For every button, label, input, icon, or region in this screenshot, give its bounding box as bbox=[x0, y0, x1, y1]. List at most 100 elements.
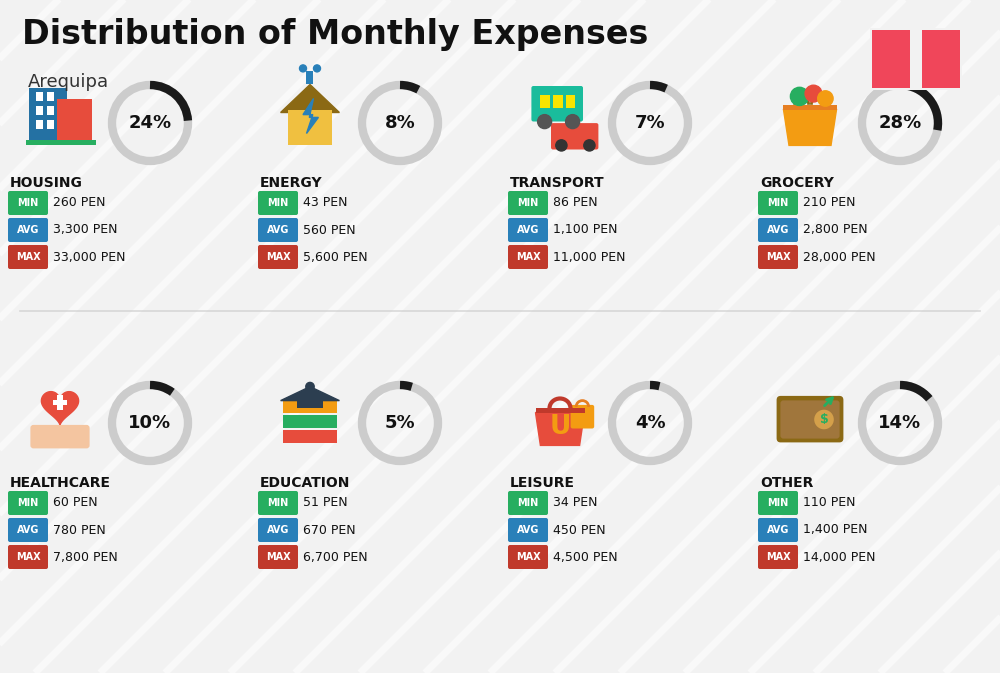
FancyBboxPatch shape bbox=[288, 110, 332, 145]
Text: AVG: AVG bbox=[267, 525, 289, 535]
FancyBboxPatch shape bbox=[783, 105, 837, 110]
FancyBboxPatch shape bbox=[29, 88, 67, 143]
FancyBboxPatch shape bbox=[258, 191, 298, 215]
Circle shape bbox=[300, 65, 306, 72]
FancyBboxPatch shape bbox=[508, 218, 548, 242]
Polygon shape bbox=[783, 109, 837, 145]
FancyBboxPatch shape bbox=[758, 218, 798, 242]
Text: OTHER: OTHER bbox=[760, 476, 813, 490]
FancyBboxPatch shape bbox=[283, 401, 337, 413]
FancyBboxPatch shape bbox=[297, 396, 323, 408]
Circle shape bbox=[805, 85, 822, 102]
Text: MIN: MIN bbox=[767, 198, 789, 208]
FancyBboxPatch shape bbox=[258, 545, 298, 569]
Text: 8%: 8% bbox=[385, 114, 415, 132]
Polygon shape bbox=[536, 413, 584, 446]
Text: ENERGY: ENERGY bbox=[260, 176, 323, 190]
Text: 14,000 PEN: 14,000 PEN bbox=[803, 551, 876, 563]
FancyBboxPatch shape bbox=[758, 245, 798, 269]
Text: 24%: 24% bbox=[128, 114, 172, 132]
Text: MIN: MIN bbox=[17, 498, 39, 508]
FancyBboxPatch shape bbox=[566, 95, 575, 108]
Text: 4,500 PEN: 4,500 PEN bbox=[553, 551, 618, 563]
Text: MAX: MAX bbox=[766, 252, 790, 262]
Text: MIN: MIN bbox=[267, 498, 289, 508]
Text: GROCERY: GROCERY bbox=[760, 176, 834, 190]
FancyBboxPatch shape bbox=[36, 92, 43, 100]
Text: 560 PEN: 560 PEN bbox=[303, 223, 356, 236]
Text: 2,800 PEN: 2,800 PEN bbox=[803, 223, 868, 236]
FancyBboxPatch shape bbox=[508, 491, 548, 515]
FancyBboxPatch shape bbox=[47, 120, 54, 129]
Circle shape bbox=[556, 140, 567, 151]
FancyBboxPatch shape bbox=[780, 400, 840, 439]
Text: 670 PEN: 670 PEN bbox=[303, 524, 356, 536]
FancyBboxPatch shape bbox=[47, 92, 54, 100]
Text: 3,300 PEN: 3,300 PEN bbox=[53, 223, 118, 236]
FancyBboxPatch shape bbox=[258, 518, 298, 542]
FancyBboxPatch shape bbox=[777, 396, 843, 442]
Polygon shape bbox=[281, 386, 339, 400]
Text: HOUSING: HOUSING bbox=[10, 176, 83, 190]
Text: 60 PEN: 60 PEN bbox=[53, 497, 98, 509]
Text: LEISURE: LEISURE bbox=[510, 476, 575, 490]
Circle shape bbox=[538, 114, 552, 129]
FancyBboxPatch shape bbox=[47, 106, 54, 114]
Text: Distribution of Monthly Expenses: Distribution of Monthly Expenses bbox=[22, 18, 648, 51]
Text: MAX: MAX bbox=[766, 552, 790, 562]
Circle shape bbox=[584, 140, 595, 151]
Text: HEALTHCARE: HEALTHCARE bbox=[10, 476, 111, 490]
Text: MAX: MAX bbox=[16, 252, 40, 262]
Text: MAX: MAX bbox=[516, 552, 540, 562]
FancyBboxPatch shape bbox=[8, 518, 48, 542]
Text: AVG: AVG bbox=[517, 225, 539, 235]
FancyBboxPatch shape bbox=[283, 415, 337, 428]
FancyBboxPatch shape bbox=[258, 218, 298, 242]
Text: 28%: 28% bbox=[878, 114, 922, 132]
FancyBboxPatch shape bbox=[870, 28, 962, 90]
Circle shape bbox=[814, 410, 834, 429]
FancyBboxPatch shape bbox=[26, 141, 96, 145]
Text: $: $ bbox=[820, 413, 828, 426]
Text: AVG: AVG bbox=[17, 525, 39, 535]
FancyBboxPatch shape bbox=[551, 123, 598, 149]
Text: 11,000 PEN: 11,000 PEN bbox=[553, 250, 626, 264]
Text: 5%: 5% bbox=[385, 414, 415, 432]
Text: MAX: MAX bbox=[16, 552, 40, 562]
FancyBboxPatch shape bbox=[872, 30, 910, 88]
Text: MAX: MAX bbox=[266, 552, 290, 562]
FancyBboxPatch shape bbox=[8, 245, 48, 269]
FancyBboxPatch shape bbox=[553, 95, 563, 108]
FancyBboxPatch shape bbox=[8, 545, 48, 569]
Text: MAX: MAX bbox=[516, 252, 540, 262]
Text: 43 PEN: 43 PEN bbox=[303, 197, 348, 209]
Text: MIN: MIN bbox=[517, 198, 539, 208]
FancyBboxPatch shape bbox=[758, 491, 798, 515]
Text: 210 PEN: 210 PEN bbox=[803, 197, 855, 209]
FancyBboxPatch shape bbox=[258, 245, 298, 269]
Text: 780 PEN: 780 PEN bbox=[53, 524, 106, 536]
Text: 260 PEN: 260 PEN bbox=[53, 197, 106, 209]
FancyBboxPatch shape bbox=[8, 191, 48, 215]
Text: MIN: MIN bbox=[17, 198, 39, 208]
Text: EDUCATION: EDUCATION bbox=[260, 476, 350, 490]
Text: 110 PEN: 110 PEN bbox=[803, 497, 855, 509]
Text: 33,000 PEN: 33,000 PEN bbox=[53, 250, 126, 264]
FancyBboxPatch shape bbox=[8, 491, 48, 515]
Text: Arequipa: Arequipa bbox=[28, 73, 109, 91]
FancyBboxPatch shape bbox=[531, 86, 583, 122]
FancyBboxPatch shape bbox=[8, 218, 48, 242]
FancyBboxPatch shape bbox=[758, 518, 798, 542]
Text: 6,700 PEN: 6,700 PEN bbox=[303, 551, 368, 563]
Text: 450 PEN: 450 PEN bbox=[553, 524, 606, 536]
Text: 28,000 PEN: 28,000 PEN bbox=[803, 250, 876, 264]
Text: MIN: MIN bbox=[517, 498, 539, 508]
Text: AVG: AVG bbox=[767, 525, 789, 535]
FancyBboxPatch shape bbox=[283, 430, 337, 443]
FancyBboxPatch shape bbox=[536, 409, 584, 413]
Text: 1,100 PEN: 1,100 PEN bbox=[553, 223, 617, 236]
FancyBboxPatch shape bbox=[508, 518, 548, 542]
FancyBboxPatch shape bbox=[53, 400, 67, 404]
Circle shape bbox=[566, 114, 580, 129]
Text: 14%: 14% bbox=[878, 414, 922, 432]
